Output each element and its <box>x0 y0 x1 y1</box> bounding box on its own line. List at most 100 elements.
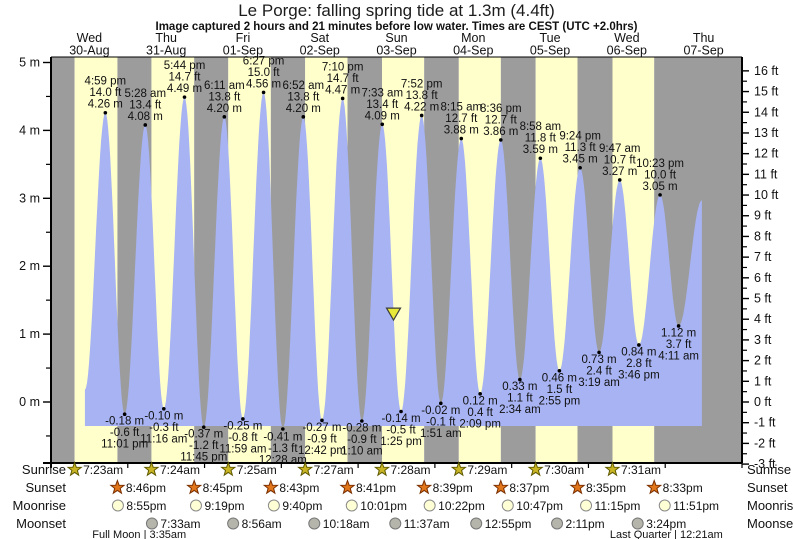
tide-extreme-dot <box>222 115 227 119</box>
sunrise-time: 7:31am <box>621 463 661 477</box>
tide-extreme-dot <box>439 401 443 406</box>
day-label: Thu 07-Sep <box>683 31 723 58</box>
tide-extreme-dot <box>597 350 601 355</box>
sunrise-icon <box>373 461 391 477</box>
tide-extreme-dot <box>557 368 562 373</box>
tide-extreme-dot <box>538 156 543 161</box>
tide-extreme-dot <box>301 115 306 119</box>
moonset-time: 3:24pm <box>646 517 686 531</box>
axis-tick-label-ft: -3 ft <box>754 457 776 471</box>
moonrise-icon <box>658 499 671 512</box>
moonrise-icon <box>501 499 514 512</box>
moonrise-time: 10:01pm <box>360 499 407 513</box>
tide-extreme-dot <box>122 412 127 417</box>
axis-tick-label-m: 0 m <box>19 395 40 409</box>
high-tide-label: 6:11 am 13.8 ft 4.20 m <box>204 80 245 115</box>
sunrise-icon <box>143 461 160 477</box>
moonrise-time: 9:40pm <box>282 499 322 513</box>
moonset-time: 2:11pm <box>566 517 605 531</box>
sunrise-icon <box>450 461 467 477</box>
low-tide-label: -0.25 m -0.8 ft 11:59 am <box>219 420 266 455</box>
moonset-icon <box>227 517 240 530</box>
high-tide-label: 7:33 am 13.4 ft 4.09 m <box>361 87 403 122</box>
tide-extreme-dot <box>201 425 206 429</box>
daynight-band <box>51 57 75 463</box>
axis-tick-label-ft: 0 ft <box>754 395 772 409</box>
axis-tick-label-ft: -2 ft <box>754 436 776 450</box>
image-capture-marker-icon <box>385 307 402 322</box>
sunrise-row-label-right: Sunrise <box>747 462 791 477</box>
low-tide-label: -0.14 m -0.5 ft 1:25 pm <box>380 413 422 448</box>
low-tide-label: -0.27 m -0.9 ft 12:42 pm <box>298 422 346 457</box>
axis-tick-label-ft: 11 ft <box>754 167 778 181</box>
tide-extreme-dot <box>261 90 266 95</box>
moonset-time: 8:56am <box>242 517 282 531</box>
day-label: Sun 03-Sep <box>376 31 416 58</box>
high-tide-label: 8:15 am 12.7 ft 3.88 m <box>441 102 483 137</box>
moonset-time: 10:18am <box>323 517 370 531</box>
axis-tick-label-ft: 3 ft <box>754 333 772 347</box>
high-tide-label: 4:59 pm 14.0 ft 4.26 m <box>85 76 127 111</box>
tide-extreme-dot <box>518 377 522 382</box>
high-tide-label: 8:36 pm 12.7 ft 3.86 m <box>480 103 522 138</box>
axis-tick-label-ft: -1 ft <box>754 416 776 430</box>
axis-tick-label-m: 3 m <box>19 191 40 205</box>
low-tide-label: 0.73 m 2.4 ft 3:19 am <box>578 354 620 389</box>
sunrise-time: 7:29am <box>467 463 507 477</box>
tide-extreme-dot <box>380 122 385 127</box>
low-tide-label: 0.33 m 1.1 ft 2:34 am <box>499 381 541 416</box>
sunrise-icon <box>527 461 544 477</box>
axis-tick-label-ft: 10 ft <box>754 188 779 202</box>
sunrise-icon <box>297 461 314 477</box>
low-tide-label: -0.37 m -1.2 ft 11:45 pm <box>180 429 227 464</box>
day-label: Fri 01-Sep <box>223 31 263 58</box>
axis-tick-label-ft: 14 ft <box>754 105 779 119</box>
axis-tick-label-ft: 16 ft <box>754 64 779 78</box>
moonset-time: 12:55pm <box>485 517 532 531</box>
sunset-icon <box>109 479 126 495</box>
axis-tick-label-ft: 2 ft <box>754 354 772 368</box>
moonset-time: 11:37am <box>404 517 450 531</box>
tide-extreme-dot <box>676 324 681 328</box>
sunset-time: 8:45pm <box>203 481 243 495</box>
moonrise-time: 10:22pm <box>438 499 485 513</box>
moonrise-time: 11:51pm <box>673 499 719 513</box>
moonrise-icon <box>345 499 358 512</box>
sunrise-icon <box>66 461 83 477</box>
sunrise-time: 7:30am <box>544 463 584 477</box>
axis-tick-label-ft: 7 ft <box>754 250 772 264</box>
sunset-time: 8:33pm <box>663 481 703 495</box>
sunset-icon <box>569 479 586 495</box>
sunrise-time: 7:24am <box>160 463 200 477</box>
page-title: Le Porge: falling spring tide at 1.3m (4… <box>238 1 555 20</box>
sunset-row-label-right: Sunset <box>747 480 788 495</box>
sunset-icon <box>416 479 433 495</box>
low-tide-label: -0.10 m -0.3 ft 11:16 am <box>140 410 187 445</box>
moonrise-icon <box>580 499 593 512</box>
moonset-icon <box>145 517 158 530</box>
sunrise-time: 7:25am <box>237 463 277 477</box>
moonrise-icon <box>189 499 202 512</box>
high-tide-label: 7:10 pm 14.7 ft 4.47 m <box>322 61 364 96</box>
moonrise-icon <box>111 499 124 512</box>
moon-phase-label: Full Moon | 3:35am <box>92 529 186 539</box>
moon-phase-label: Last Quarter | 12:21am <box>610 529 723 539</box>
moonset-time: 7:33am <box>160 517 200 531</box>
moonrise-time: 10:47pm <box>516 499 563 513</box>
axis-tick-label-ft: 13 ft <box>754 126 779 140</box>
moonrise-time: 8:55pm <box>126 499 166 513</box>
moonrise-row-label-left: Moonrise <box>13 498 66 513</box>
sunrise-time: 7:27am <box>314 463 354 477</box>
day-label: Sat 02-Sep <box>300 31 340 58</box>
tide-extreme-dot <box>658 193 662 197</box>
axis-tick-label-ft: 1 ft <box>754 374 772 388</box>
moonrise-icon <box>267 499 280 512</box>
low-tide-label: -0.02 m -0.1 ft 1:51 am <box>420 405 462 440</box>
tide-extreme-dot <box>399 409 403 414</box>
tide-extreme-dot <box>340 96 345 101</box>
low-tide-label: 0.84 m 2.8 ft 3:46 pm <box>618 346 660 381</box>
sunrise-icon <box>604 461 621 477</box>
moonset-icon <box>631 517 644 530</box>
